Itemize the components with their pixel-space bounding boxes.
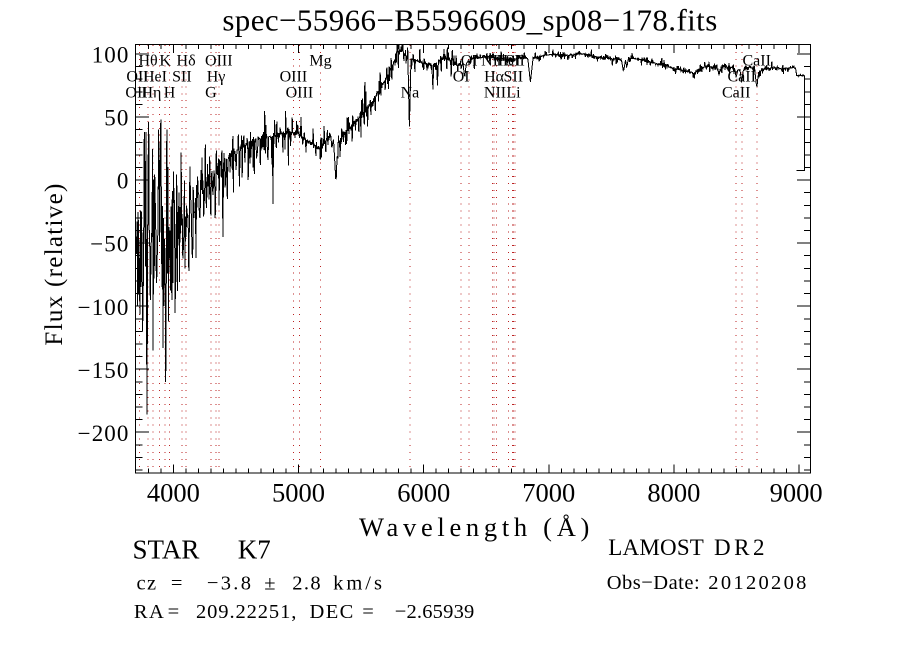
svg-text:OIII: OIII <box>286 85 314 102</box>
svg-text:=: = <box>171 573 184 595</box>
svg-text:Flux (relative): Flux (relative) <box>41 182 68 345</box>
svg-text:HeI: HeI <box>497 53 521 70</box>
svg-text:Wavelength (Å): Wavelength (Å) <box>359 512 594 542</box>
svg-text:5000: 5000 <box>272 478 325 508</box>
svg-text:Obs−Date:: Obs−Date: <box>607 572 701 594</box>
svg-text:NII: NII <box>484 85 506 102</box>
svg-text:CaII: CaII <box>722 85 750 102</box>
svg-text:100: 100 <box>92 43 130 68</box>
svg-text:7000: 7000 <box>522 478 575 508</box>
svg-text:OIII: OIII <box>205 53 233 70</box>
svg-text:OIII: OIII <box>280 69 308 86</box>
svg-text:Li: Li <box>506 85 521 102</box>
svg-text:SII: SII <box>505 53 525 70</box>
svg-text:LAMOST: LAMOST <box>608 535 704 560</box>
svg-text:STAR: STAR <box>133 535 200 565</box>
svg-text:Hθ: Hθ <box>138 53 157 70</box>
svg-text:DEC: DEC <box>310 601 355 623</box>
svg-text:=: = <box>168 601 181 623</box>
svg-text:SII: SII <box>504 69 524 86</box>
svg-text:SII: SII <box>172 69 192 86</box>
svg-text:20120208: 20120208 <box>708 572 808 594</box>
svg-text:NII: NII <box>481 53 503 70</box>
svg-text:±: ± <box>264 573 277 595</box>
svg-text:OII: OII <box>126 69 148 86</box>
svg-text:Mg: Mg <box>309 53 331 70</box>
svg-text:8000: 8000 <box>647 478 700 508</box>
svg-text:Hγ: Hγ <box>207 69 226 86</box>
svg-text:DR2: DR2 <box>714 535 768 560</box>
svg-text:Hδ: Hδ <box>177 53 196 70</box>
svg-text:OI: OI <box>453 69 470 86</box>
svg-text:RA: RA <box>134 601 165 623</box>
svg-text:−100: −100 <box>78 295 130 320</box>
svg-text:CaII: CaII <box>727 69 755 86</box>
svg-text:H: H <box>164 85 176 102</box>
svg-text:km/s: km/s <box>333 573 385 595</box>
svg-text:Hη: Hη <box>141 85 161 102</box>
svg-text:=: = <box>362 601 375 623</box>
svg-text:−150: −150 <box>78 358 130 383</box>
svg-text:2.8: 2.8 <box>292 573 322 595</box>
svg-text:−3.8: −3.8 <box>207 573 253 595</box>
svg-text:CaII: CaII <box>742 53 770 70</box>
svg-text:G: G <box>205 85 217 102</box>
svg-text:Hα: Hα <box>484 69 505 86</box>
svg-text:K: K <box>159 53 171 70</box>
svg-text:K7: K7 <box>238 535 271 565</box>
svg-text:9000: 9000 <box>770 478 823 508</box>
svg-text:50: 50 <box>104 106 129 131</box>
svg-text:−2.65939: −2.65939 <box>395 601 475 623</box>
svg-text:4000: 4000 <box>147 478 200 508</box>
svg-text:Na: Na <box>401 85 420 102</box>
svg-text:6000: 6000 <box>397 478 450 508</box>
svg-text:209.22251,: 209.22251, <box>196 601 297 623</box>
svg-text:spec−55966−B5596609_sp08−178.f: spec−55966−B5596609_sp08−178.fits <box>222 3 717 38</box>
svg-text:cz: cz <box>137 573 158 595</box>
svg-text:OI: OI <box>461 53 478 70</box>
svg-text:−200: −200 <box>78 421 130 446</box>
svg-text:HeI: HeI <box>143 69 167 86</box>
svg-text:0: 0 <box>117 169 130 194</box>
svg-text:−50: −50 <box>90 232 129 257</box>
svg-text:OII: OII <box>125 85 147 102</box>
